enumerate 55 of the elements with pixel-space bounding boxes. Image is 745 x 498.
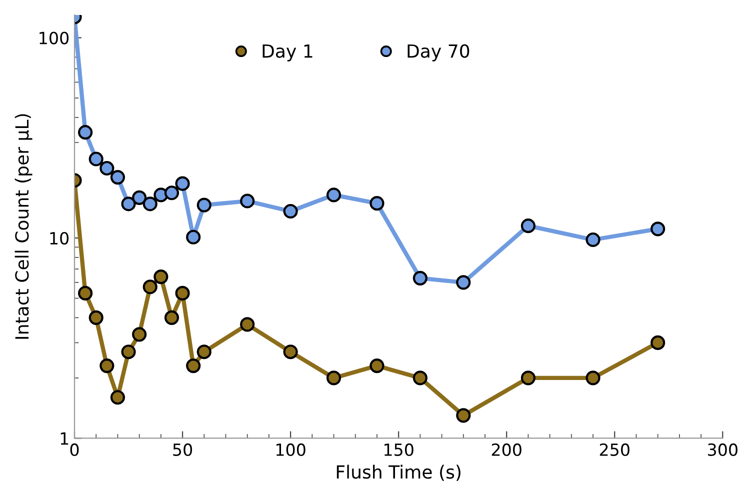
point bbox=[100, 160, 114, 176]
x-tick-label: 200 bbox=[492, 443, 522, 456]
x-tick-label: 250 bbox=[600, 443, 630, 456]
point bbox=[110, 390, 126, 405]
point bbox=[186, 358, 201, 374]
point bbox=[88, 152, 104, 166]
point bbox=[132, 327, 147, 342]
point bbox=[121, 344, 136, 360]
point bbox=[326, 188, 342, 202]
point bbox=[78, 286, 93, 301]
point bbox=[142, 280, 158, 294]
x-tick-label: 0 bbox=[70, 443, 79, 456]
point bbox=[88, 310, 104, 325]
x-tick-label: 300 bbox=[708, 443, 738, 456]
point bbox=[100, 358, 114, 374]
point bbox=[456, 275, 471, 290]
y-axis-title: Intact Cell Count (per µL) bbox=[14, 114, 32, 339]
point bbox=[520, 218, 536, 234]
legend-label: Day 1 bbox=[262, 44, 312, 62]
point bbox=[164, 186, 180, 200]
y-tick-label: 10 bbox=[50, 232, 69, 245]
point bbox=[412, 370, 428, 386]
point bbox=[283, 344, 298, 360]
legend-label: Day 70 bbox=[408, 44, 470, 62]
point bbox=[154, 270, 168, 284]
point bbox=[240, 317, 255, 332]
point bbox=[196, 198, 212, 212]
point bbox=[186, 230, 201, 244]
point bbox=[520, 370, 536, 386]
point bbox=[132, 190, 147, 205]
y-tick-label: 100 bbox=[40, 32, 69, 44]
point bbox=[412, 270, 428, 286]
point bbox=[370, 358, 384, 374]
point bbox=[121, 196, 136, 212]
point bbox=[326, 370, 342, 386]
y-tick-label: 1 bbox=[60, 432, 68, 445]
point bbox=[240, 194, 255, 208]
point bbox=[78, 125, 93, 140]
x-tick-label: 150 bbox=[384, 443, 414, 456]
point bbox=[110, 170, 126, 185]
x-axis-title: Flush Time (s) bbox=[336, 464, 460, 481]
point bbox=[196, 344, 212, 360]
point bbox=[586, 232, 600, 248]
x-tick-label: 100 bbox=[276, 443, 306, 456]
x-tick-label: 50 bbox=[173, 443, 192, 456]
point bbox=[175, 176, 190, 191]
point bbox=[142, 196, 158, 212]
point bbox=[586, 370, 600, 386]
point bbox=[370, 196, 384, 211]
point bbox=[175, 286, 190, 301]
point bbox=[283, 204, 298, 219]
point bbox=[650, 222, 666, 236]
point bbox=[456, 408, 471, 423]
point bbox=[650, 335, 666, 350]
point bbox=[164, 310, 180, 325]
